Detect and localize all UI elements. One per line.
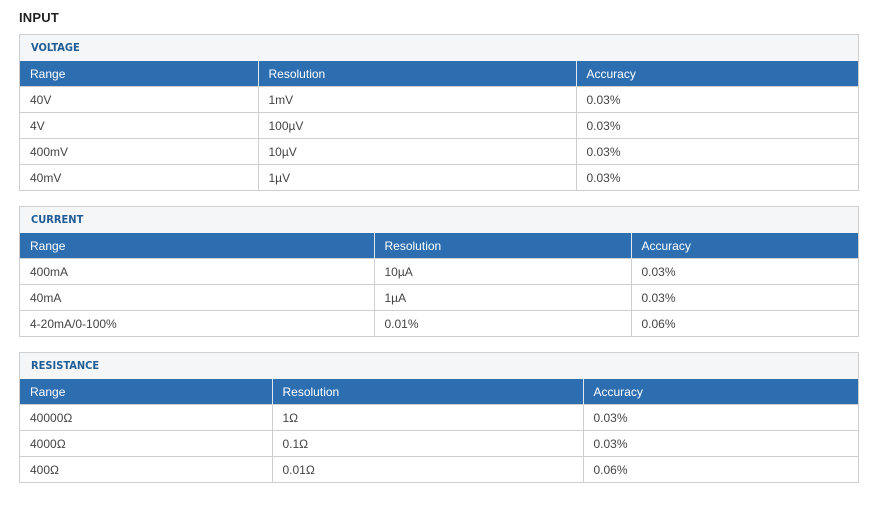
current-table: Range Resolution Accuracy 400mA 10µA 0.0…: [20, 233, 858, 336]
column-header-range: Range: [20, 379, 273, 405]
table-header-row: Range Resolution Accuracy: [20, 61, 858, 87]
range-cell: 400mV: [20, 138, 259, 165]
range-cell: 40mV: [20, 164, 259, 190]
accuracy-cell: 0.03%: [631, 258, 858, 285]
table-row: 400mV 10µV 0.03%: [20, 138, 858, 165]
accuracy-cell: 0.03%: [583, 404, 858, 431]
table-header-row: Range Resolution Accuracy: [20, 233, 858, 259]
page-title: INPUT: [19, 10, 59, 25]
accuracy-cell: 0.03%: [576, 164, 858, 190]
range-cell: 400Ω: [20, 456, 273, 482]
resistance-spec-block: RESISTANCE Range Resolution Accuracy 400…: [19, 352, 859, 483]
table-row: 40V 1mV 0.03%: [20, 86, 858, 113]
range-cell: 4V: [20, 112, 259, 139]
table-row: 40mA 1µA 0.03%: [20, 284, 858, 311]
table-header-row: Range Resolution Accuracy: [20, 379, 858, 405]
table-row: 400mA 10µA 0.03%: [20, 258, 858, 285]
accuracy-cell: 0.03%: [576, 138, 858, 165]
resolution-cell: 1µV: [258, 164, 577, 190]
range-cell: 40000Ω: [20, 404, 273, 431]
resolution-cell: 1Ω: [272, 404, 584, 431]
accuracy-cell: 0.06%: [583, 456, 858, 482]
voltage-table: Range Resolution Accuracy 40V 1mV 0.03% …: [20, 61, 858, 190]
resolution-cell: 1mV: [258, 86, 577, 113]
table-row: 40mV 1µV 0.03%: [20, 164, 858, 190]
accuracy-cell: 0.03%: [583, 430, 858, 457]
column-header-accuracy: Accuracy: [583, 379, 858, 405]
resolution-cell: 100µV: [258, 112, 577, 139]
column-header-range: Range: [20, 61, 259, 87]
resolution-cell: 1µA: [374, 284, 632, 311]
accuracy-cell: 0.06%: [631, 310, 858, 336]
range-cell: 4-20mA/0-100%: [20, 310, 375, 336]
column-header-range: Range: [20, 233, 375, 259]
column-header-resolution: Resolution: [272, 379, 584, 405]
accuracy-cell: 0.03%: [631, 284, 858, 311]
resolution-cell: 10µV: [258, 138, 577, 165]
section-title: VOLTAGE: [20, 35, 858, 61]
resolution-cell: 10µA: [374, 258, 632, 285]
range-cell: 40mA: [20, 284, 375, 311]
range-cell: 400mA: [20, 258, 375, 285]
resolution-cell: 0.1Ω: [272, 430, 584, 457]
table-row: 40000Ω 1Ω 0.03%: [20, 404, 858, 431]
column-header-accuracy: Accuracy: [631, 233, 858, 259]
table-row: 400Ω 0.01Ω 0.06%: [20, 456, 858, 482]
range-cell: 4000Ω: [20, 430, 273, 457]
section-title: RESISTANCE: [20, 353, 858, 379]
column-header-accuracy: Accuracy: [576, 61, 858, 87]
column-header-resolution: Resolution: [374, 233, 632, 259]
table-row: 4V 100µV 0.03%: [20, 112, 858, 139]
current-spec-block: CURRENT Range Resolution Accuracy 400mA …: [19, 206, 859, 337]
voltage-spec-block: VOLTAGE Range Resolution Accuracy 40V 1m…: [19, 34, 859, 191]
table-row: 4000Ω 0.1Ω 0.03%: [20, 430, 858, 457]
resolution-cell: 0.01Ω: [272, 456, 584, 482]
resolution-cell: 0.01%: [374, 310, 632, 336]
resistance-table: Range Resolution Accuracy 40000Ω 1Ω 0.03…: [20, 379, 858, 482]
accuracy-cell: 0.03%: [576, 86, 858, 113]
range-cell: 40V: [20, 86, 259, 113]
column-header-resolution: Resolution: [258, 61, 577, 87]
section-title: CURRENT: [20, 207, 858, 233]
table-row: 4-20mA/0-100% 0.01% 0.06%: [20, 310, 858, 336]
accuracy-cell: 0.03%: [576, 112, 858, 139]
